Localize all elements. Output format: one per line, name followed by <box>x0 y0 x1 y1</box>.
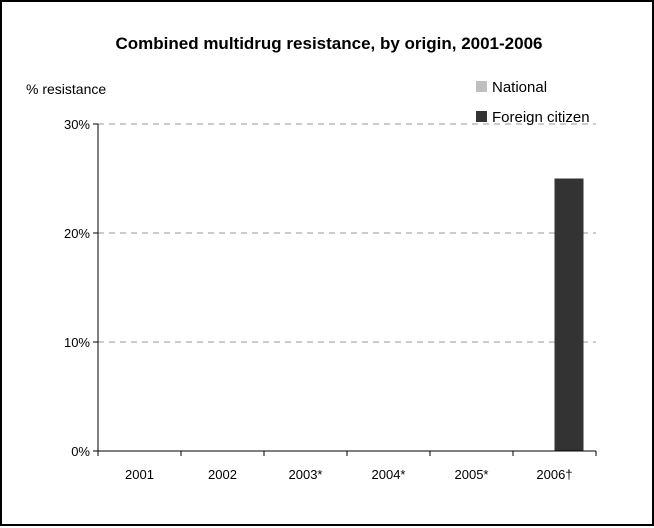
y-axis-title: % resistance <box>26 81 106 97</box>
x-tick-label: 2004* <box>372 467 406 482</box>
y-tick-label: 30% <box>64 117 90 132</box>
legend: National Foreign citizen <box>476 79 590 126</box>
axes <box>97 124 596 452</box>
legend-label: National <box>492 79 547 96</box>
bars <box>554 178 584 451</box>
x-tick-label: 2001 <box>125 467 154 482</box>
y-tick-label: 0% <box>71 444 90 459</box>
y-tick-label: 10% <box>64 335 90 350</box>
legend-swatch <box>476 81 487 92</box>
y-ticks: 0% 10% 20% 30% <box>64 117 98 459</box>
gridlines <box>98 123 596 343</box>
x-tick-label: 2006† <box>536 467 572 482</box>
chart-title: Combined multidrug resistance, by origin… <box>115 34 542 53</box>
legend-label: Foreign citizen <box>492 109 590 126</box>
x-ticks: 2001 2002 2003* 2004* 2005* 2006† <box>97 451 597 482</box>
x-tick-label: 2005* <box>455 467 489 482</box>
legend-swatch <box>476 111 487 122</box>
x-tick-label: 2002 <box>208 467 237 482</box>
x-tick-label: 2003* <box>289 467 323 482</box>
y-tick-label: 20% <box>64 226 90 241</box>
bar-foreign-citizen-5 <box>554 178 584 451</box>
